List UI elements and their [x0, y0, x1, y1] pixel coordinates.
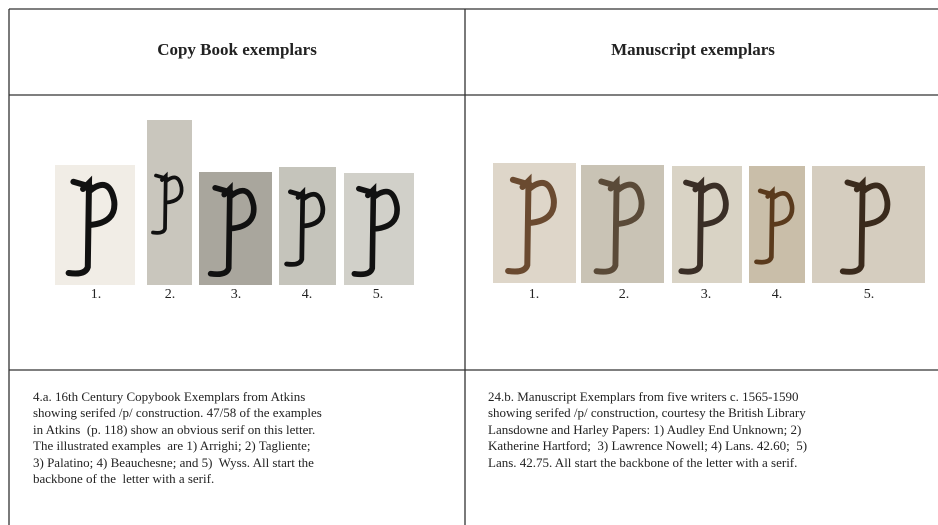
caption-line: backbone of the letter with a serif.: [33, 471, 215, 487]
caption-line: The illustrated examples are 1) Arrighi;…: [33, 438, 311, 454]
exemplar-label: 5.: [863, 287, 875, 302]
caption-line: Lans. 42.75. All start the backbone of t…: [488, 454, 798, 470]
letter-glyph: [839, 176, 891, 275]
exemplar-label: 3.: [700, 287, 712, 302]
column-header: Copy Book exemplars: [157, 40, 317, 59]
letter-glyph: [207, 182, 257, 278]
caption: 24.b. Manuscript Exemplars from five wri…: [488, 389, 807, 471]
exemplar-label: 4.: [301, 287, 313, 302]
caption-line: Katherine Hartford; 3) Lawrence Nowell; …: [488, 438, 808, 454]
column-header: Manuscript exemplars: [611, 40, 775, 59]
letter-glyph: [754, 186, 795, 265]
letter-glyph: [593, 175, 645, 275]
exemplar-label: 4.: [771, 287, 783, 302]
letter-glyph: [65, 175, 118, 277]
exemplar-label: 2.: [164, 287, 176, 302]
letter-glyph: [678, 176, 729, 275]
letter-glyph: [505, 173, 557, 275]
exemplar-label: 1.: [90, 287, 102, 302]
caption-line: showing serifed /p/ construction, courte…: [488, 405, 806, 421]
caption: 4.a. 16th Century Copybook Exemplars fro…: [33, 389, 322, 487]
caption-line: 4.a. 16th Century Copybook Exemplars fro…: [33, 389, 306, 404]
letter-glyph: [284, 186, 326, 267]
caption-line: Lansdowne and Harley Papers: 1) Audley E…: [488, 421, 802, 437]
caption-line: in Atkins (p. 118) show an obvious serif…: [33, 421, 316, 437]
caption-line: showing serifed /p/ construction. 47/58 …: [33, 405, 322, 421]
caption-line: 3) Palatino; 4) Beauchesne; and 5) Wyss.…: [33, 454, 314, 470]
exemplar-label: 2.: [618, 287, 630, 302]
exemplar-label: 5.: [372, 287, 384, 302]
letter-glyph: [151, 171, 184, 235]
exemplar-label: 1.: [528, 287, 540, 302]
caption-line: 24.b. Manuscript Exemplars from five wri…: [488, 389, 799, 404]
letter-glyph: [351, 182, 400, 278]
exemplar-label: 3.: [230, 287, 242, 302]
